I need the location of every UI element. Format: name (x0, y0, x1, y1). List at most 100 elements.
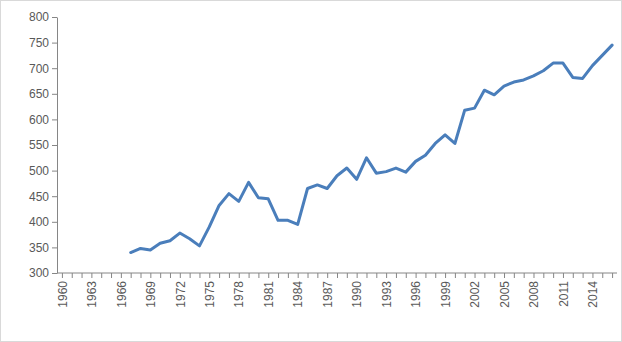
x-tick-mark (573, 273, 574, 278)
x-tick (543, 273, 544, 278)
chart: 3003504004505005506006507007508001960196… (0, 0, 622, 342)
x-tick-mark (553, 273, 554, 278)
line (131, 45, 612, 252)
x-tick-mark (524, 273, 525, 278)
x-tick-mark (160, 273, 161, 278)
x-tick-mark (376, 273, 377, 278)
x-tick: 1975 (203, 273, 217, 308)
x-tick-mark (592, 273, 593, 278)
x-tick (484, 273, 485, 278)
y-tick-label: 750 (29, 36, 49, 50)
x-tick-label: 2008 (527, 281, 541, 308)
x-tick: 1960 (56, 273, 70, 308)
x-tick-label: 1975 (203, 281, 217, 308)
x-tick-mark (72, 273, 73, 278)
x-tick-label: 1963 (85, 281, 99, 308)
x-tick (494, 273, 495, 278)
y-tick-mark (52, 94, 57, 95)
y-tick-mark (52, 196, 57, 197)
x-tick (396, 273, 397, 278)
x-tick-mark (494, 273, 495, 278)
x-tick-mark (416, 273, 417, 278)
x-tick-mark (249, 273, 250, 278)
x-tick-mark (475, 273, 476, 278)
y-tick: 500 (29, 164, 57, 178)
x-tick: 2002 (468, 273, 482, 308)
x-tick-mark (121, 273, 122, 278)
x-tick: 2005 (498, 273, 512, 308)
x-tick-mark (455, 273, 456, 278)
x-tick-mark (229, 273, 230, 278)
y-tick: 350 (29, 241, 57, 255)
y-tick-label: 500 (29, 164, 49, 178)
y-tick-label: 600 (29, 113, 49, 127)
x-tick (612, 273, 613, 278)
x-tick (72, 273, 73, 278)
x-tick: 2008 (527, 273, 541, 308)
x-tick: 1966 (115, 273, 129, 308)
x-tick-mark (111, 273, 112, 278)
x-tick (573, 273, 574, 278)
x-tick-mark (484, 273, 485, 278)
y-axis-line (57, 18, 58, 274)
x-tick-label: 1969 (144, 281, 158, 308)
x-tick (82, 273, 83, 278)
y-tick-label: 350 (29, 241, 49, 255)
x-tick-mark (357, 273, 358, 278)
x-tick (170, 273, 171, 278)
x-tick-mark (258, 273, 259, 278)
y-tick-label: 450 (29, 190, 49, 204)
x-tick-mark (209, 273, 210, 278)
x-tick-mark (288, 273, 289, 278)
x-tick-mark (337, 273, 338, 278)
x-tick-mark (386, 273, 387, 278)
y-tick-mark (52, 17, 57, 18)
x-tick-mark (583, 273, 584, 278)
x-tick (406, 273, 407, 278)
x-tick-label: 1972 (174, 281, 188, 308)
x-tick: 1987 (321, 273, 335, 308)
y-tick: 300 (29, 266, 57, 280)
x-tick-mark (406, 273, 407, 278)
x-tick-mark (504, 273, 505, 278)
x-tick-mark (533, 273, 534, 278)
x-tick-mark (298, 273, 299, 278)
x-tick-mark (465, 273, 466, 278)
y-tick-mark (52, 43, 57, 44)
x-axis: 1960 1963 1966 1969 1972 1975 1978 1981 1984 1987… (56, 273, 617, 308)
x-tick (425, 273, 426, 278)
x-tick (602, 273, 603, 278)
x-tick-mark (602, 273, 603, 278)
x-tick-label: 1987 (321, 281, 335, 308)
x-tick: 1981 (262, 273, 276, 308)
x-tick (288, 273, 289, 278)
x-tick: 1996 (409, 273, 423, 308)
x-tick (101, 273, 102, 278)
x-tick-mark (308, 273, 309, 278)
x-tick-mark (180, 273, 181, 278)
x-tick (219, 273, 220, 278)
x-tick-label: 2005 (498, 281, 512, 308)
y-tick: 800 (29, 10, 57, 24)
x-tick (308, 273, 309, 278)
x-tick-mark (62, 273, 63, 278)
x-tick-label: 1984 (291, 281, 305, 308)
x-tick (278, 273, 279, 278)
x-tick-label: 1999 (439, 281, 453, 308)
x-tick-mark (141, 273, 142, 278)
x-tick-label: 1978 (232, 281, 246, 308)
x-tick-mark (239, 273, 240, 278)
x-tick (317, 273, 318, 278)
y-tick: 400 (29, 215, 57, 229)
x-tick-label: 1960 (56, 281, 70, 308)
x-tick: 1972 (174, 273, 188, 308)
x-tick-mark (425, 273, 426, 278)
x-tick-mark (268, 273, 269, 278)
y-tick: 550 (29, 138, 57, 152)
x-tick-mark (396, 273, 397, 278)
x-tick (465, 273, 466, 278)
x-tick-label: 1993 (380, 281, 394, 308)
x-tick-mark (514, 273, 515, 278)
x-tick: 1993 (380, 273, 394, 308)
x-tick (229, 273, 230, 278)
